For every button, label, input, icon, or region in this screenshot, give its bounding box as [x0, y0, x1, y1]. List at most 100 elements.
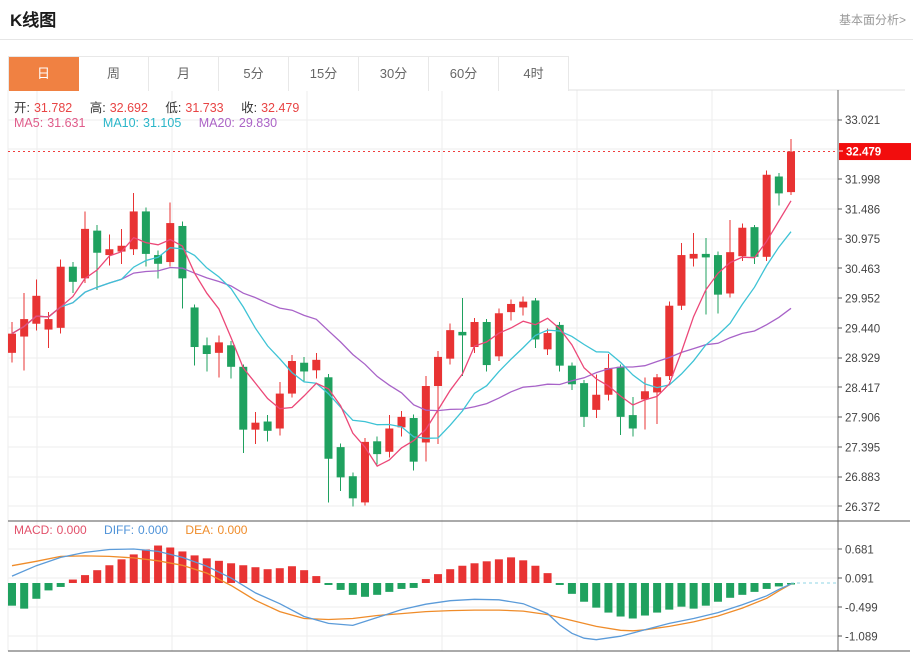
ma5-line	[11, 200, 792, 467]
tab-4时[interactable]: 4时	[499, 57, 569, 91]
macd-bar-up	[300, 570, 309, 583]
macd-bar-up	[105, 565, 114, 583]
candle-down	[190, 307, 199, 348]
candle-up	[397, 416, 406, 428]
price-tick-label: 33.021	[845, 115, 880, 127]
macd-bar-down	[713, 583, 722, 602]
price-tick-label: 30.463	[845, 264, 880, 276]
candle-up	[446, 330, 455, 359]
price-tick-label: 28.417	[845, 383, 880, 395]
macd-bar-up	[141, 549, 150, 583]
candle-down	[458, 331, 467, 336]
macd-bar-up	[519, 560, 528, 583]
candle-down	[616, 366, 625, 417]
tab-15分[interactable]: 15分	[289, 57, 359, 91]
macd-legend: MACD: 0.000 DIFF: 0.000 DEA: 0.000	[14, 523, 251, 537]
macd-tick-label: -0.499	[845, 603, 878, 615]
candle-up	[385, 428, 394, 452]
dea-line	[11, 555, 792, 632]
tab-日[interactable]: 日	[9, 57, 79, 91]
macd-bar-up	[494, 559, 503, 583]
candle-down	[239, 366, 248, 430]
ma-lines	[11, 200, 792, 467]
current-price-badge-bg	[839, 143, 911, 161]
price-tick-label: 26.372	[845, 502, 880, 514]
price-tick-label: 26.883	[845, 472, 880, 484]
macd-bar-up	[93, 570, 102, 583]
candle-up	[32, 295, 41, 324]
macd-bar-down	[762, 583, 771, 589]
price-tick-label: 27.395	[845, 442, 880, 454]
candle-down	[774, 176, 783, 194]
macd-tick-label: -1.089	[845, 632, 878, 644]
ma20-value: 29.830	[238, 116, 278, 130]
price-tick-label: 29.440	[845, 323, 880, 335]
candle-down	[580, 383, 589, 417]
fundamental-analysis-link[interactable]: 基本面分析>	[838, 13, 906, 27]
candle-up	[56, 266, 65, 328]
candle-up	[604, 367, 613, 395]
macd-bar-down	[336, 583, 345, 590]
candle-up	[543, 333, 552, 350]
candle-down	[482, 321, 491, 366]
page-title: K线图	[10, 11, 57, 30]
high-label: 高:	[89, 101, 106, 115]
macd-bar-up	[287, 566, 296, 583]
candle-down	[141, 211, 150, 254]
open-label: 开:	[14, 101, 30, 115]
current-price-badge: 32.479	[839, 143, 911, 161]
candles-series[interactable]	[8, 139, 796, 507]
low-label: 低:	[165, 101, 182, 115]
macd-bar-down	[592, 583, 601, 608]
macd-bar-down	[360, 583, 369, 597]
candle-up	[8, 333, 16, 353]
price-tick-label: 29.952	[845, 294, 880, 306]
candle-down	[567, 365, 576, 385]
tab-周[interactable]: 周	[79, 57, 149, 91]
macd-bar-up	[543, 573, 552, 583]
candle-down	[93, 230, 102, 253]
macd-bar-down	[653, 583, 662, 613]
macd-bar-down	[580, 583, 589, 602]
candle-up	[640, 391, 649, 400]
candle-up	[738, 227, 747, 257]
ma-legend: MA5: 31.631 MA10: 31.105 MA20: 29.830	[14, 116, 281, 130]
tab-30分[interactable]: 30分	[359, 57, 429, 91]
candle-up	[312, 359, 321, 371]
macd-bar-up	[154, 545, 163, 583]
candle-down	[154, 255, 163, 264]
ohlc-legend: 开: 31.782 高: 32.692 低: 31.733 收: 32.479	[14, 97, 303, 116]
macd-bar-up	[129, 554, 138, 583]
candle-down	[202, 345, 211, 355]
candle-down	[263, 421, 272, 431]
candle-down	[373, 441, 382, 455]
tab-月[interactable]: 月	[149, 57, 219, 91]
macd-label: MACD:	[14, 523, 53, 537]
candle-up	[665, 305, 674, 377]
candle-up	[434, 356, 443, 387]
candle-down	[300, 362, 309, 372]
macd-tick-label: 0.091	[845, 574, 874, 586]
candle-up	[251, 422, 260, 430]
candle-up	[421, 386, 430, 443]
candle-down	[324, 377, 333, 459]
macd-bar-down	[787, 583, 796, 585]
candle-up	[105, 249, 114, 256]
current-price-value: 32.479	[846, 147, 881, 159]
macd-lines	[11, 548, 792, 641]
candle-up	[81, 228, 90, 279]
macd-bar-down	[689, 583, 698, 609]
candle-up	[677, 255, 686, 306]
dea-value: 0.000	[217, 523, 248, 537]
macd-bar-down	[616, 583, 625, 617]
macd-bar-down	[397, 583, 406, 589]
candle-up	[653, 377, 662, 393]
macd-bar-up	[507, 557, 516, 583]
tab-60分[interactable]: 60分	[429, 57, 499, 91]
macd-bar-down	[32, 583, 41, 599]
tab-5分[interactable]: 5分	[219, 57, 289, 91]
macd-bar-up	[434, 574, 443, 583]
candle-up	[519, 301, 528, 308]
macd-bar-up	[458, 565, 467, 583]
